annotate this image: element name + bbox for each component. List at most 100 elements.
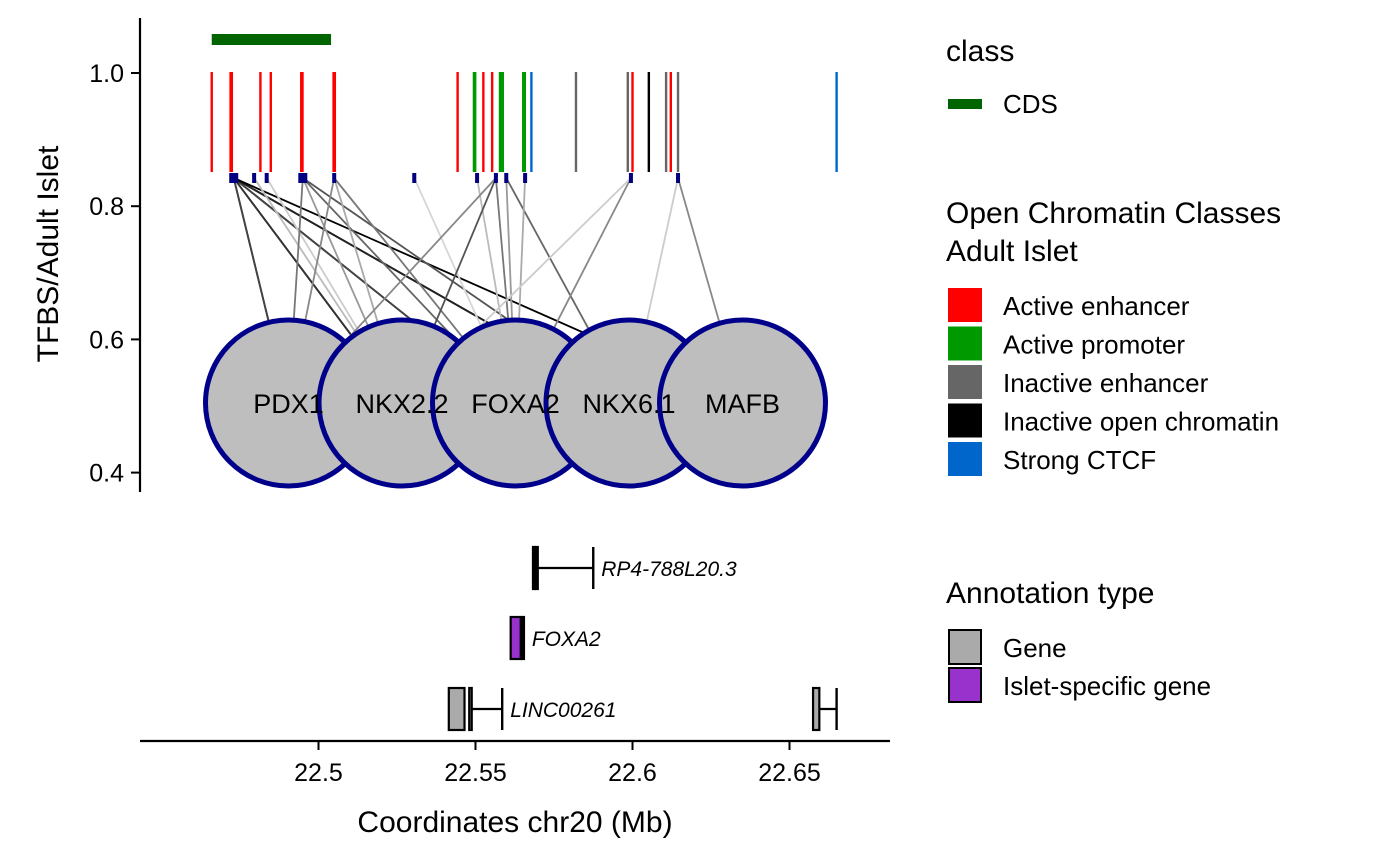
legend-annotation-label: Islet-specific gene [1003,671,1211,701]
chromatin-mark [631,72,634,172]
gene-exon [531,545,537,591]
gene-exon [447,686,466,732]
chromatin-mark [490,72,494,172]
chromatin-mark [456,72,459,172]
x-tick-label: 22.65 [758,759,821,787]
legend-class-title: class [946,35,1014,68]
chromatin-mark [333,72,337,172]
gene-label: LINC00261 [510,699,616,722]
tfbs-site [332,173,337,183]
x-tick-label: 22.5 [294,759,343,787]
tf-label: MAFB [705,389,780,419]
binding-edge [495,177,510,319]
y-tick-label: 0.8 [89,193,124,221]
chromatin-mark [259,72,262,172]
binding-edge [253,177,357,333]
legend-annotation-type-title: Annotation type [946,577,1155,610]
tf-label: FOXA2 [471,389,560,419]
legend-annotation-swatch [948,667,982,703]
legend-chromatin-swatch [948,365,982,399]
chromatin-mark [269,72,272,172]
legend-annotation-label: Gene [1003,633,1067,663]
chromatin-mark [522,72,525,172]
chromatin-mark [647,72,651,172]
binding-edge [505,177,590,330]
gene-label: RP4-788L20.3 [601,558,737,581]
chromatin-mark [530,72,533,172]
tfbs-site [475,173,480,183]
legend-annotation-swatch [948,629,982,665]
legend-open-chromatin-title-line-1: Open Chromatin Classes [946,197,1281,230]
legend-chromatin-label: Active enhancer [1003,291,1190,321]
gene-exon [534,545,539,591]
legend-chromatin-swatch [948,442,982,476]
binding-edge [333,177,464,338]
binding-edge [345,177,497,342]
tfbs-site [412,173,417,183]
tfbs-site [252,173,257,183]
chromatin-mark [501,72,505,172]
chromatin-mark [523,72,526,172]
chromatin-mark [574,72,578,172]
chromatin-mark [210,72,213,172]
chromatin-mark [664,72,668,172]
tfbs-site [493,173,498,183]
binding-edge [476,177,503,320]
chromatin-mark [498,72,502,172]
legend-chromatin-label: Inactive open chromatin [1003,407,1279,437]
chromatin-mark [473,72,477,172]
tf-node-outline [318,319,403,487]
binding-edge [518,177,527,319]
tf-label: NKX2.2 [355,389,448,419]
tfbs-site [504,173,509,183]
chromatin-mark [230,72,234,172]
gene-label: FOXA2 [532,628,601,651]
gene-exon [811,686,821,732]
binding-edge [461,177,632,345]
x-axis-ticks: 22.5 22.55 22.6 22.65 [294,741,821,787]
gene-annotation-track: RP4-788L20.3 FOXA2 LINC00261 [447,545,838,732]
legend-class: class CDS [946,35,1058,119]
legend-open-chromatin-title-line-2: Adult Islet [946,235,1078,268]
chromatin-mark [300,72,303,172]
binding-edge [553,177,632,329]
chromatin-mark [626,72,629,172]
y-tick-label: 1.0 [89,60,124,88]
x-tick-label: 22.55 [444,759,507,787]
legend-chromatin-swatch [948,403,982,438]
chromatin-mark [500,72,503,172]
legend-class-swatch [948,99,982,109]
cds-marks [211,34,332,45]
chromatin-mark [676,72,680,172]
tf-label: PDX1 [253,389,324,419]
chromatin-mark [482,72,485,172]
tf-node-outline [658,319,743,487]
chromatin-mark [669,72,673,172]
binding-edge [433,177,497,326]
binding-edge [292,177,304,319]
y-tick-label: 0.4 [89,460,124,488]
y-tick-label: 0.6 [89,326,124,354]
binding-edge [232,177,270,321]
chromatin-mark [332,72,335,172]
binding-edge [677,177,721,322]
tfbs-site [628,173,633,183]
legend-chromatin-label: Inactive enhancer [1003,368,1209,398]
tfbs-site [229,173,239,183]
tfbs-site [298,173,308,183]
tfbs-site [676,173,681,183]
legend-annotation-type: Annotation type Gene Islet-specific gene [946,577,1211,703]
binding-edge [413,177,482,327]
binding-edge [302,177,458,343]
tfbs-site [523,173,528,183]
legend-chromatin-label: Strong CTCF [1003,445,1156,475]
chromatin-mark [472,72,476,172]
chromatin-mark [229,72,232,172]
legend-chromatin-label: Active promoter [1003,330,1185,360]
binding-edge [301,177,369,326]
gene-exon [468,686,473,732]
binding-edge [333,177,379,323]
legend-chromatin-swatch [948,326,982,361]
